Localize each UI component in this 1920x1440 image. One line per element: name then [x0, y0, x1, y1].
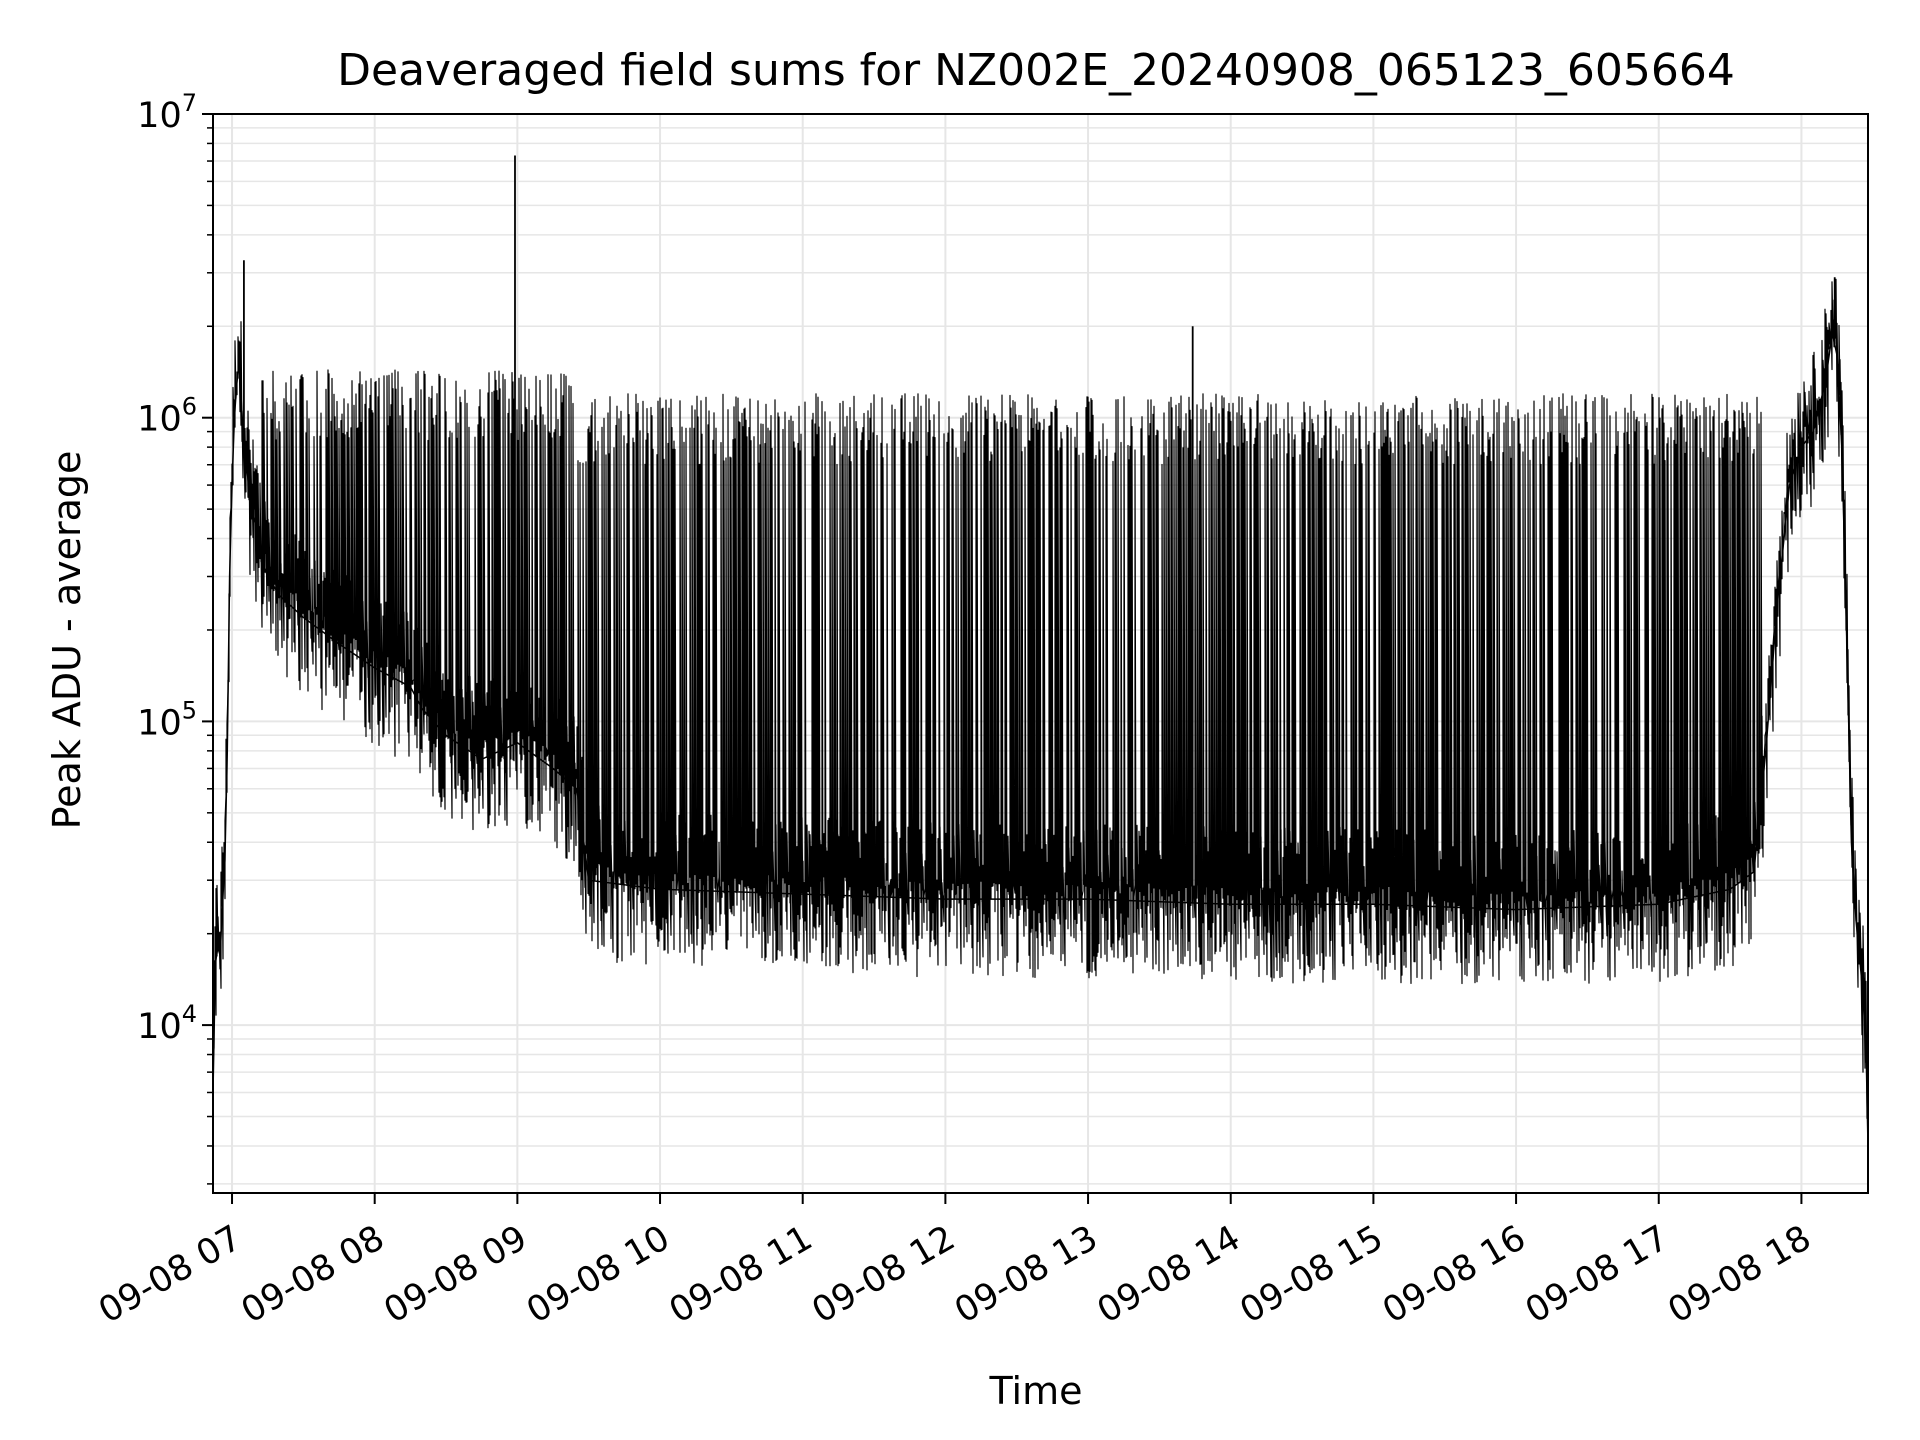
- y-tick-label: 105: [137, 696, 197, 743]
- series-envelope: [212, 332, 1869, 1147]
- x-axis-label: Time: [989, 1369, 1083, 1413]
- series-line: [212, 278, 1869, 1138]
- plot-frame: [212, 113, 1869, 1194]
- y-tick-label: 107: [137, 89, 197, 136]
- chart-title: Deaveraged field sums for NZ002E_2024090…: [337, 45, 1735, 96]
- y-axis-label: Peak ADU - average: [45, 451, 89, 830]
- y-tick-label: 106: [137, 393, 197, 440]
- y-tick-label: 104: [137, 1000, 197, 1047]
- data-area: [212, 155, 1869, 1147]
